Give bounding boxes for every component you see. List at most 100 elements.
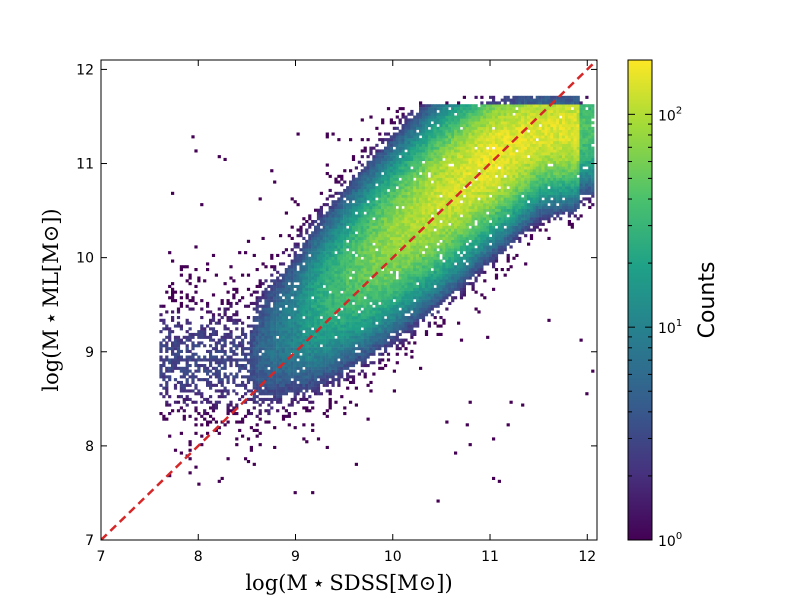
heatmap-cell (360, 268, 364, 272)
heatmap-cell (398, 214, 402, 218)
heatmap-cell (351, 220, 356, 224)
heatmap-cell (427, 217, 431, 221)
heatmap-cell (416, 208, 420, 212)
heatmap-cell (328, 372, 332, 376)
heatmap-cell (264, 366, 268, 370)
heatmap-cell (173, 383, 178, 387)
heatmap-cell (419, 118, 423, 122)
heatmap-cell (270, 265, 274, 269)
heatmap-cell (252, 330, 256, 334)
heatmap-cell (346, 188, 350, 192)
heatmap-cell (173, 352, 178, 356)
heatmap-cell (188, 349, 192, 353)
heatmap-cell (433, 276, 437, 280)
heatmap-cell (442, 124, 446, 128)
heatmap-cell (279, 366, 283, 370)
heatmap-cell (314, 234, 318, 238)
heatmap-cell (305, 341, 309, 345)
heatmap-cell (235, 364, 239, 368)
heatmap-cell (389, 186, 393, 190)
heatmap-cell (430, 163, 434, 167)
heatmap-cell (281, 414, 286, 418)
heatmap-cell (442, 262, 446, 266)
heatmap-cell (328, 392, 332, 396)
heatmap-cell (188, 332, 192, 336)
heatmap-cell (246, 352, 251, 356)
heatmap-cell (287, 349, 291, 353)
heatmap-cell (366, 194, 370, 198)
heatmap-cell (378, 253, 382, 257)
heatmap-cell (255, 327, 259, 331)
heatmap-cell (416, 279, 420, 283)
heatmap-cell (325, 364, 329, 368)
heatmap-cell (246, 412, 251, 416)
heatmap-cell (401, 318, 405, 322)
heatmap-cell (203, 409, 207, 413)
heatmap-cell (442, 287, 446, 291)
heatmap-cell (363, 332, 367, 336)
heatmap-cell (279, 332, 283, 336)
heatmap-cell (235, 347, 239, 351)
heatmap-cell (386, 234, 391, 238)
heatmap-cell (395, 157, 399, 161)
heatmap-cell (378, 296, 382, 300)
heatmap-cell (188, 276, 192, 280)
heatmap-cell (305, 324, 309, 328)
heatmap-cell (214, 428, 218, 432)
heatmap-cell (328, 321, 332, 325)
heatmap-cell (404, 220, 408, 224)
heatmap-cell (279, 375, 283, 379)
heatmap-cell (293, 389, 297, 393)
heatmap-cell (179, 375, 183, 379)
heatmap-cell (384, 228, 388, 232)
heatmap-cell (200, 378, 204, 382)
heatmap-cell (185, 389, 189, 393)
heatmap-cell (299, 321, 303, 325)
heatmap-cell (305, 349, 309, 353)
heatmap-cell (334, 321, 338, 325)
heatmap-cell (281, 293, 286, 297)
heatmap-cell (354, 318, 358, 322)
heatmap-cell (340, 217, 344, 221)
heatmap-cell (258, 372, 262, 376)
heatmap-cell (433, 262, 437, 266)
heatmap-cell (299, 228, 303, 232)
heatmap-cell (427, 284, 431, 288)
heatmap-cell (194, 352, 198, 356)
heatmap-cell (416, 256, 420, 260)
heatmap-cell (331, 296, 335, 300)
heatmap-cell (410, 211, 414, 215)
heatmap-cell (436, 231, 440, 235)
heatmap-cell (392, 169, 396, 173)
heatmap-cell (340, 225, 344, 229)
heatmap-cell (357, 290, 361, 294)
heatmap-cell (419, 109, 423, 113)
heatmap-cell (407, 276, 411, 280)
heatmap-cell (372, 299, 376, 303)
heatmap-cell (384, 166, 388, 170)
heatmap-cell (398, 304, 402, 308)
heatmap-cell (392, 242, 396, 246)
heatmap-cell (258, 296, 262, 300)
heatmap-cell (244, 304, 248, 308)
heatmap-cell (404, 296, 408, 300)
heatmap-cell (325, 259, 329, 263)
heatmap-cell (214, 369, 218, 373)
heatmap-cell (328, 307, 332, 311)
heatmap-cell (354, 236, 358, 240)
heatmap-cell (258, 321, 262, 325)
heatmap-cell (176, 335, 181, 339)
heatmap-cell (305, 344, 309, 348)
heatmap-cell (360, 177, 364, 181)
heatmap-cell (442, 242, 446, 246)
heatmap-cell (241, 338, 245, 342)
heatmap-cell (419, 310, 423, 314)
heatmap-cell (384, 324, 388, 328)
heatmap-cell (433, 140, 437, 144)
heatmap-cell (273, 180, 277, 184)
heatmap-cell (381, 270, 385, 274)
heatmap-cell (267, 364, 271, 368)
heatmap-cell (319, 301, 323, 305)
heatmap-cell (413, 332, 417, 336)
heatmap-cell (238, 335, 242, 339)
